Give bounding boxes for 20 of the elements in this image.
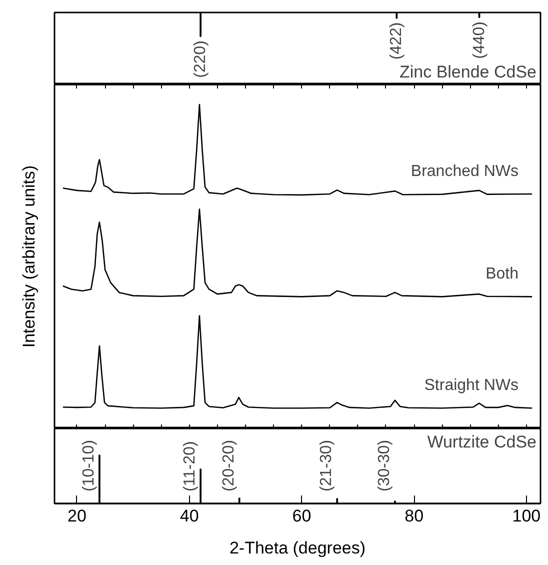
annotation: (422): [388, 22, 406, 60]
annotation: (10-10): [80, 440, 98, 492]
series-label: Straight NWs: [424, 377, 519, 394]
x-tick-label: 60: [292, 506, 312, 526]
annotation: (21-30): [318, 440, 336, 492]
series-label: Both: [486, 266, 519, 283]
x-tick-label: 40: [180, 506, 199, 526]
series-label: Branched NWs: [410, 162, 518, 180]
y-axis-title: Intensity (arbitrary units): [20, 165, 38, 348]
annotation: (440): [470, 22, 488, 59]
x-tick-label: 20: [68, 506, 86, 526]
annotation: (30-30): [376, 440, 393, 492]
x-tick-label: 80: [404, 506, 424, 526]
x-axis-title: 2-Theta (degrees): [229, 538, 366, 558]
chart-title: Wurtzite CdSe: [427, 432, 536, 452]
annotation: (220): [192, 40, 210, 78]
annotation: (11-20): [182, 441, 199, 492]
annotation: (20-20): [220, 440, 238, 492]
x-tick-label: 100: [512, 506, 541, 526]
text: Zinc Blende CdSe: [399, 62, 537, 82]
